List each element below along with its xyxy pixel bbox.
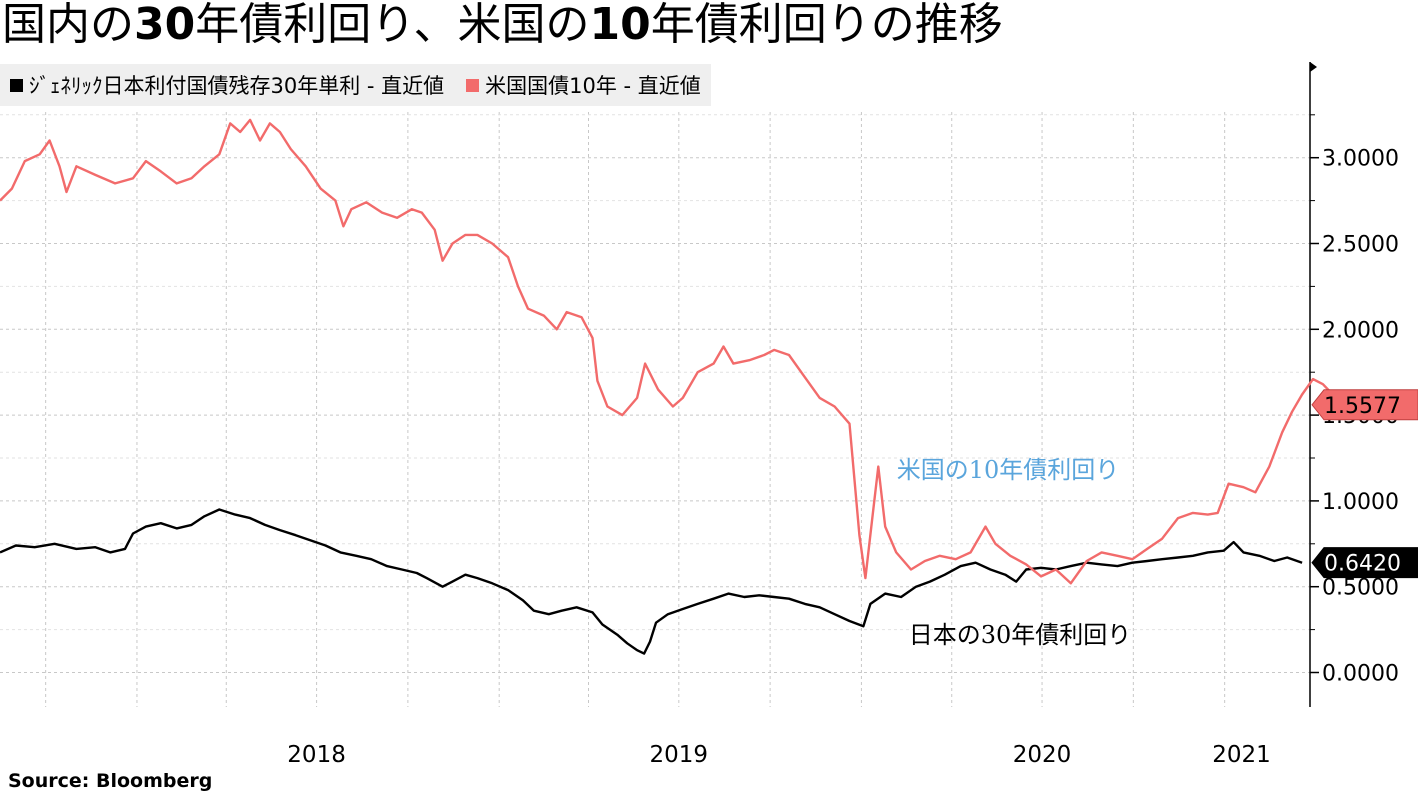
x-tick-label: 2021 bbox=[1212, 742, 1271, 768]
last-value-label-jp: 0.6420 bbox=[1324, 552, 1401, 577]
legend-item-jp: ｼﾞｪﾈﾘｯｸ日本利付国債残存30年単利 - 直近値 bbox=[10, 70, 444, 100]
x-tick-label: 2020 bbox=[1013, 742, 1072, 768]
x-tick-label: 2019 bbox=[650, 742, 709, 768]
y-tick-label: 0.5000 bbox=[1322, 576, 1399, 601]
annotation-us: 米国の10年債利回り bbox=[897, 456, 1120, 484]
legend-item-us: 米国国債10年 - 直近値 bbox=[466, 70, 701, 100]
last-value-badge-us bbox=[1311, 389, 1418, 421]
last-value-label-us: 1.5577 bbox=[1324, 394, 1401, 419]
legend-label-us: 米国国債10年 - 直近値 bbox=[485, 74, 701, 98]
series-line-jp bbox=[0, 508, 1303, 655]
annotation-jp: 日本の30年債利回り bbox=[909, 621, 1132, 649]
y-tick-label: 2.0000 bbox=[1322, 318, 1399, 343]
x-tick-label: 2018 bbox=[287, 742, 346, 768]
title-part: 年債利回りの推移 bbox=[650, 0, 1003, 50]
legend-swatch-jp bbox=[10, 78, 23, 92]
last-value-badge-jp bbox=[1311, 547, 1418, 579]
y-axis-arrow bbox=[1310, 62, 1317, 72]
chart-title: 国内の30年債利回り、米国の10年債利回りの推移 bbox=[2, 0, 1003, 54]
source-note: Source: Bloomberg bbox=[8, 770, 213, 792]
y-tick-label: 0.0000 bbox=[1322, 662, 1399, 687]
y-tick-label: 2.5000 bbox=[1322, 233, 1399, 258]
chart-legend: ｼﾞｪﾈﾘｯｸ日本利付国債残存30年単利 - 直近値 米国国債10年 - 直近値 bbox=[0, 64, 711, 106]
y-tick-label: 3.0000 bbox=[1322, 147, 1399, 172]
legend-label-jp: ｼﾞｪﾈﾘｯｸ日本利付国債残存30年単利 - 直近値 bbox=[29, 74, 445, 98]
title-part: 国内の bbox=[2, 0, 134, 50]
title-part: 30 bbox=[134, 0, 196, 50]
title-part: 10 bbox=[589, 0, 651, 50]
legend-swatch-us bbox=[466, 78, 480, 92]
y-tick-label: 1.0000 bbox=[1322, 490, 1399, 515]
title-part: 年債利回り、米国の bbox=[195, 0, 590, 50]
series-line-us bbox=[0, 118, 1354, 585]
